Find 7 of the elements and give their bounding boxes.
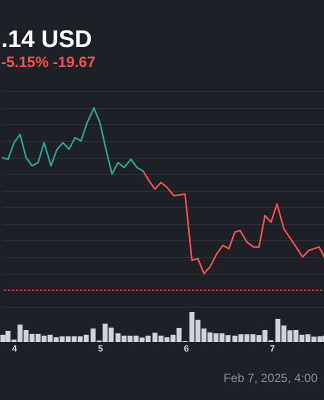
x-tick-label: 5 <box>98 344 103 354</box>
x-tick-label: 6 <box>184 344 189 354</box>
chart-title: .14 USD <box>1 26 92 53</box>
text: Feb 7, 2025, 4:00 <box>224 371 318 385</box>
chart-subtitle: -5.15% -19.67 <box>1 54 96 71</box>
x-tick-label: 4 <box>12 344 18 354</box>
x-tick-label: 7 <box>270 344 275 354</box>
